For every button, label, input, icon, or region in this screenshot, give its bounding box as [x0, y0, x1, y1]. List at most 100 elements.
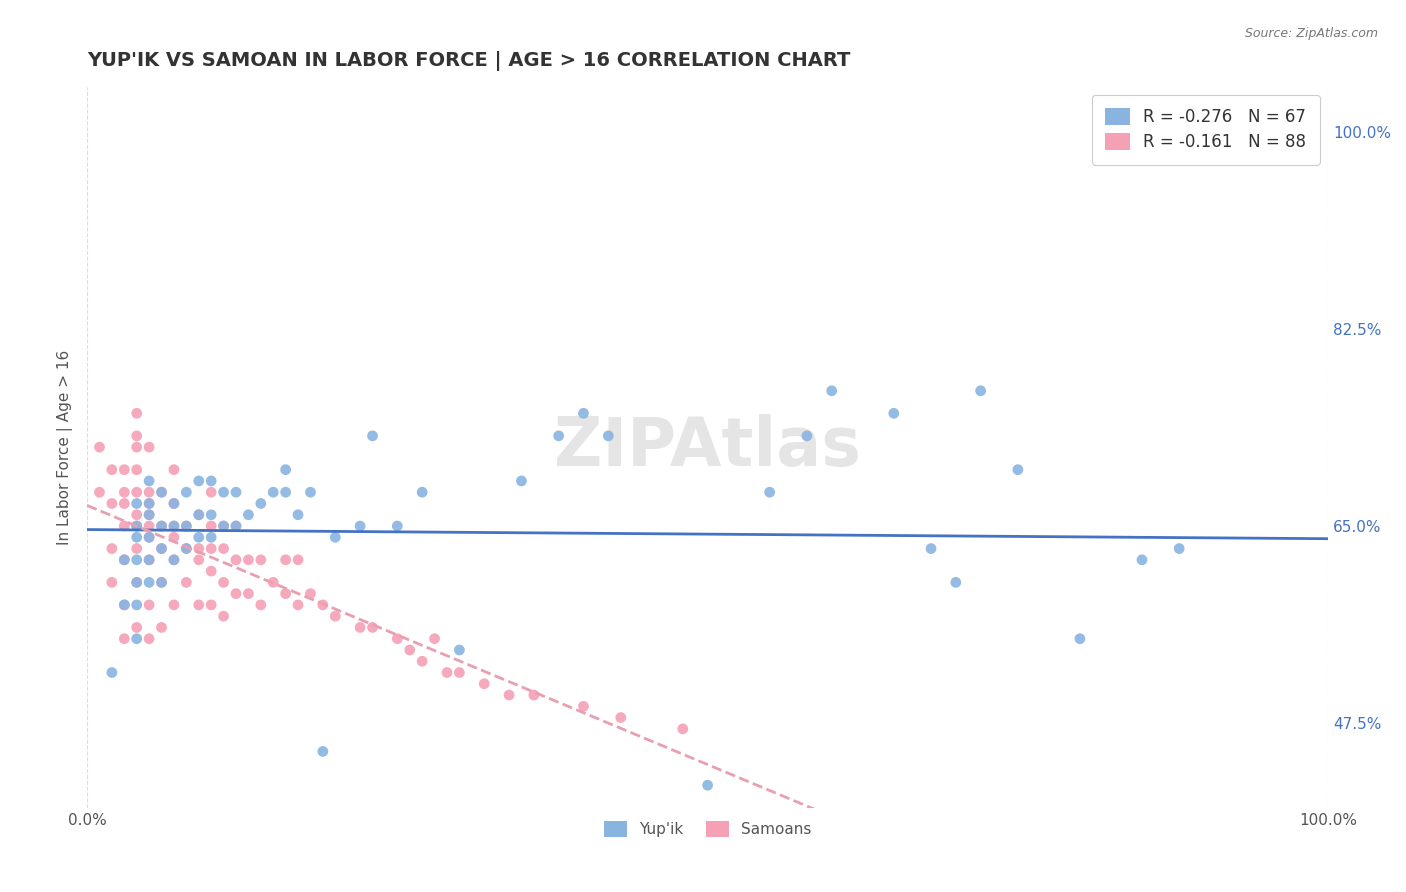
Point: [125, 440, 148, 454]
Point: [125, 496, 148, 510]
Point: [238, 587, 260, 601]
Point: [200, 485, 222, 500]
Point: [250, 598, 273, 612]
Point: [387, 519, 409, 533]
Point: [225, 587, 247, 601]
Point: [572, 699, 595, 714]
Point: [238, 508, 260, 522]
Point: [112, 553, 135, 567]
Point: [138, 508, 160, 522]
Point: [398, 643, 420, 657]
Point: [449, 643, 471, 657]
Point: [361, 620, 384, 634]
Point: [969, 384, 991, 398]
Point: [101, 665, 124, 680]
Point: [176, 541, 198, 556]
Point: [112, 632, 135, 646]
Point: [163, 463, 186, 477]
Point: [387, 632, 409, 646]
Point: [125, 508, 148, 522]
Point: [225, 519, 247, 533]
Point: [150, 575, 173, 590]
Point: [101, 463, 124, 477]
Point: [150, 541, 173, 556]
Point: [187, 508, 209, 522]
Point: [138, 496, 160, 510]
Point: [125, 485, 148, 500]
Point: [150, 485, 173, 500]
Point: [299, 587, 322, 601]
Point: [796, 429, 818, 443]
Point: [112, 553, 135, 567]
Point: [250, 496, 273, 510]
Point: [138, 575, 160, 590]
Point: [112, 519, 135, 533]
Point: [598, 429, 620, 443]
Point: [187, 598, 209, 612]
Point: [547, 429, 569, 443]
Point: [125, 541, 148, 556]
Point: [758, 485, 780, 500]
Point: [299, 485, 322, 500]
Point: [1218, 823, 1240, 838]
Point: [125, 575, 148, 590]
Point: [125, 519, 148, 533]
Point: [1007, 463, 1029, 477]
Point: [163, 553, 186, 567]
Point: [138, 553, 160, 567]
Point: [212, 519, 235, 533]
Point: [150, 519, 173, 533]
Point: [163, 496, 186, 510]
Point: [150, 519, 173, 533]
Point: [945, 575, 967, 590]
Point: [176, 519, 198, 533]
Legend: Yup'ik, Samoans: Yup'ik, Samoans: [598, 815, 818, 843]
Point: [436, 665, 458, 680]
Point: [262, 485, 284, 500]
Point: [696, 778, 718, 792]
Point: [225, 553, 247, 567]
Text: YUP'IK VS SAMOAN IN LABOR FORCE | AGE > 16 CORRELATION CHART: YUP'IK VS SAMOAN IN LABOR FORCE | AGE > …: [87, 51, 851, 70]
Point: [274, 485, 297, 500]
Point: [287, 553, 309, 567]
Point: [411, 654, 433, 668]
Point: [112, 496, 135, 510]
Point: [200, 564, 222, 578]
Point: [150, 485, 173, 500]
Point: [150, 620, 173, 634]
Point: [361, 429, 384, 443]
Point: [821, 384, 844, 398]
Point: [200, 541, 222, 556]
Text: ZIPAtlas: ZIPAtlas: [554, 414, 860, 480]
Point: [163, 530, 186, 544]
Point: [312, 598, 335, 612]
Point: [176, 519, 198, 533]
Point: [138, 553, 160, 567]
Point: [125, 620, 148, 634]
Point: [125, 530, 148, 544]
Point: [472, 677, 495, 691]
Point: [349, 519, 371, 533]
Point: [89, 440, 111, 454]
Point: [274, 553, 297, 567]
Point: [200, 474, 222, 488]
Point: [411, 485, 433, 500]
Point: [200, 508, 222, 522]
Point: [262, 575, 284, 590]
Point: [323, 609, 346, 624]
Point: [498, 688, 520, 702]
Point: [176, 485, 198, 500]
Point: [510, 474, 533, 488]
Point: [287, 598, 309, 612]
Point: [187, 553, 209, 567]
Point: [138, 440, 160, 454]
Point: [609, 710, 631, 724]
Point: [1168, 541, 1191, 556]
Point: [125, 598, 148, 612]
Point: [112, 598, 135, 612]
Point: [187, 541, 209, 556]
Point: [1069, 632, 1091, 646]
Point: [163, 553, 186, 567]
Point: [101, 541, 124, 556]
Point: [225, 485, 247, 500]
